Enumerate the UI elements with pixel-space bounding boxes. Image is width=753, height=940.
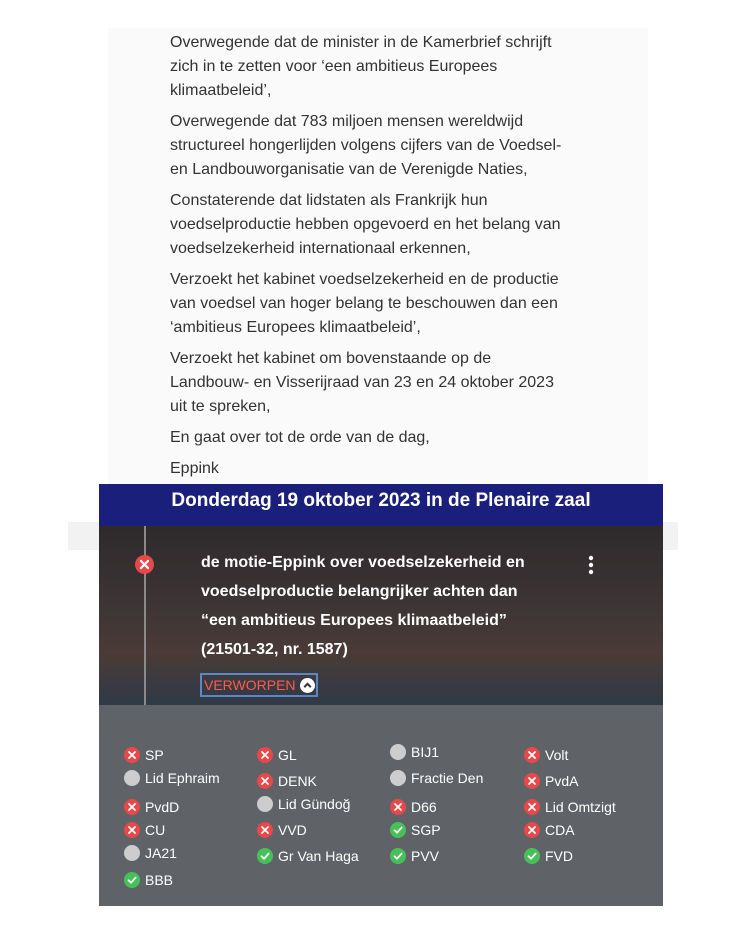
party: GL: [278, 747, 297, 763]
paragraph: Verzoekt het kabinet voedselzekerheid en…: [170, 268, 640, 339]
party: Lid Omtzigt: [545, 799, 616, 815]
vote: PvdA: [524, 771, 652, 791]
motion-line: (21501-32, nr. 1587): [201, 641, 348, 658]
party: DENK: [278, 773, 317, 789]
vote-panel: SP Lid Ephraim PvdD CU JA21 BBB GL DENK …: [99, 705, 663, 906]
text-line: Eppink: [170, 460, 219, 478]
text-line: voedselzekerheid internationaal erkennen…: [170, 239, 471, 257]
party: FVD: [545, 848, 573, 864]
party: BBB: [145, 872, 174, 888]
vote: Lid Omtzigt: [524, 797, 652, 817]
party: PVV: [411, 848, 440, 864]
paragraph: Verzoekt het kabinet om bovenstaande op …: [170, 347, 640, 418]
vote: JA21: [124, 843, 252, 863]
vote: Gr Van Haga: [257, 846, 369, 866]
rejected-icon: [135, 555, 154, 574]
vote: CU: [124, 820, 252, 840]
vote: DENK: [257, 771, 369, 791]
paragraph: Overwegende dat de minister in de Kamerb…: [170, 31, 640, 102]
party: Volt: [545, 747, 569, 763]
text-line: structureel hongerlijden volgens cijfers…: [170, 136, 562, 154]
vote: Fractie Den: [390, 768, 518, 788]
vote: Lid Gündoğ: [257, 794, 369, 814]
more-menu[interactable]: [587, 555, 595, 575]
vote: PVV: [390, 846, 518, 866]
party: PvdD: [145, 799, 180, 815]
date-banner: Donderdag 19 oktober 2023 in de Plenaire…: [99, 484, 663, 526]
collapse-icon: [300, 678, 315, 693]
result-button[interactable]: VERWORPEN: [200, 673, 318, 697]
text-line: Verzoekt het kabinet om bovenstaande op …: [170, 349, 492, 367]
vote: GL: [257, 745, 369, 765]
motion-card: de motie-Eppink over voedselzekerheid en…: [99, 526, 663, 706]
party: Lid Gündoğ: [278, 796, 351, 812]
paragraph: Eppink: [170, 457, 640, 481]
vote: SGP: [390, 820, 518, 840]
text-line: Overwegende dat de minister in de Kamerb…: [170, 34, 552, 51]
vote: BBB: [124, 870, 252, 890]
paragraph: Overwegende dat 783 miljoen mensen werel…: [170, 110, 640, 181]
motion-text: de motie-Eppink over voedselzekerheid en…: [201, 548, 561, 664]
text-line: Constaterende dat lidstaten als Frankrij…: [170, 191, 488, 209]
party: D66: [411, 799, 437, 815]
text-line: uit te spreken,: [170, 397, 271, 415]
party: Lid Ephraim: [145, 770, 220, 786]
text-line: Verzoekt het kabinet voedselzekerheid en…: [170, 270, 559, 288]
text-line: zich in te zetten voor ‘een ambitieus Eu…: [170, 57, 498, 75]
vote: Volt: [524, 745, 652, 765]
text-line: van voedsel van hoger belang te beschouw…: [170, 294, 558, 312]
motion-line: voedselproductie belangrijker achten dan: [201, 583, 518, 600]
party: VVD: [278, 822, 307, 838]
vote: BIJ1: [390, 742, 518, 762]
vote: FVD: [524, 846, 652, 866]
party: PvdA: [545, 773, 579, 789]
paragraph: En gaat over tot de orde van de dag,: [170, 426, 640, 450]
document: Overwegende dat de minister in de Kamerb…: [108, 28, 648, 486]
party: JA21: [145, 845, 177, 861]
text-line: En gaat over tot de orde van de dag,: [170, 428, 430, 446]
party: SGP: [411, 822, 441, 838]
text-line: klimaatbeleid’,: [170, 81, 272, 99]
vote: SP: [124, 745, 252, 765]
text-line: ‘ambitieus Europees klimaatbeleid’,: [170, 318, 421, 336]
motion-line: de motie-Eppink over voedselzekerheid en: [201, 554, 525, 571]
document-text: Overwegende dat de minister in de Kamerb…: [170, 31, 640, 489]
vote: VVD: [257, 820, 369, 840]
vote: D66: [390, 797, 518, 817]
vote: Lid Ephraim: [124, 768, 252, 788]
party: BIJ1: [411, 744, 440, 760]
vote: PvdD: [124, 797, 252, 817]
party: CU: [145, 822, 166, 838]
motion-line: “een ambitieus Europees klimaatbeleid”: [201, 612, 507, 629]
party: SP: [145, 747, 164, 763]
text-line: Overwegende dat 783 miljoen mensen werel…: [170, 112, 524, 130]
party: CDA: [545, 822, 575, 838]
text-line: en Landbouworganisatie van de Verenigde …: [170, 160, 528, 178]
party: Gr Van Haga: [278, 848, 359, 864]
result-label: VERWORPEN: [204, 677, 296, 693]
text-line: voedselproductie hebben opgevoerd en het…: [170, 215, 561, 233]
timeline: [144, 526, 146, 706]
paragraph: Constaterende dat lidstaten als Frankrij…: [170, 189, 640, 260]
vote: CDA: [524, 820, 652, 840]
party: Fractie Den: [411, 770, 484, 786]
text-line: Landbouw- en Visserijraad van 23 en 24 o…: [170, 373, 554, 391]
